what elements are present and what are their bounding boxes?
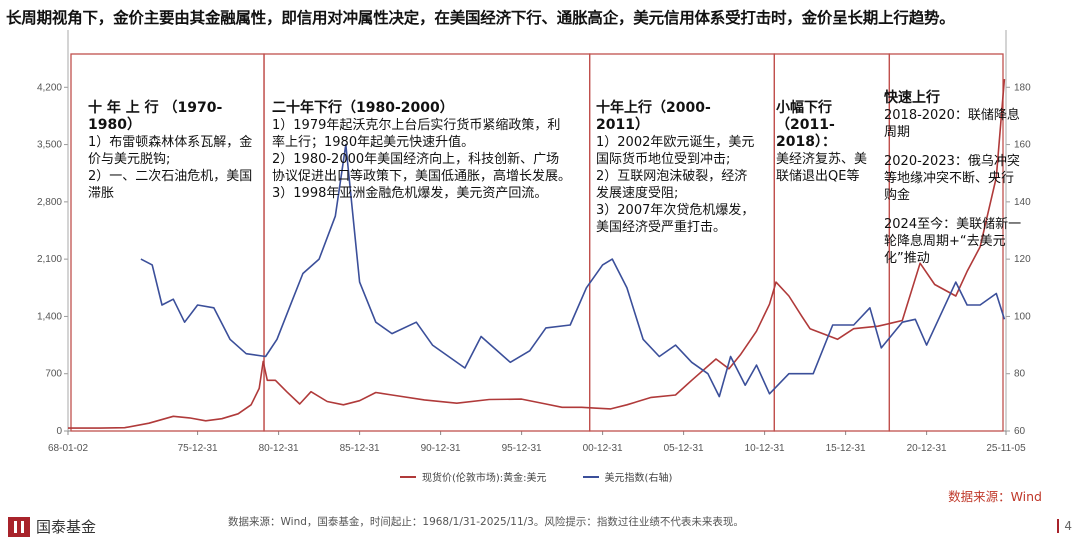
legend-swatch-gold <box>400 475 416 478</box>
annotation-period-5: 快速上行 2018-2020：联储降息周期 2020-2023：俄乌冲突等地缘冲… <box>884 90 1024 267</box>
x-tick-label: 90-12-31 <box>421 443 461 454</box>
x-tick-label: 00-12-31 <box>583 443 623 454</box>
x-tick-label: 85-12-31 <box>340 443 380 454</box>
footer-note: 数据来源：Wind，国泰基金，时间起止：1968/1/31-2025/11/3。… <box>228 516 744 528</box>
annotation-title: 小幅下行（2011-2018）： <box>776 100 836 150</box>
y-right-tick-label: 120 <box>1014 254 1031 265</box>
annotation-line: 美经济复苏、美联储退出QE等 <box>776 152 868 184</box>
legend-label-gold: 现货价(伦敦市场):黄金:美元 <box>422 473 547 484</box>
x-tick-label: 10-12-31 <box>745 443 785 454</box>
x-tick-label: 75-12-31 <box>178 443 218 454</box>
x-tick-label: 15-12-31 <box>826 443 866 454</box>
annotation-line: 1）1979年起沃克尔上台后实行货币紧缩政策，利率上行；1980年起美元快速升值… <box>272 118 561 150</box>
legend-item-gold: 现货价(伦敦市场):黄金:美元 <box>400 469 547 484</box>
annotation-title: 二十年下行（1980-2000） <box>272 100 454 116</box>
period-box <box>888 53 1004 432</box>
chart-legend: 现货价(伦敦市场):黄金:美元 美元指数(右轴) <box>400 469 672 484</box>
x-tick-label: 68-01-02 <box>48 443 88 454</box>
legend-label-dxy: 美元指数(右轴) <box>604 473 673 484</box>
legend-item-dxy: 美元指数(右轴) <box>582 469 673 484</box>
annotation-line: 3）2007年次贷危机爆发，美国经济受严重打击。 <box>596 203 755 235</box>
annotation-line: 2020-2023：俄乌冲突等地缘冲突不断、央行购金 <box>884 154 1020 203</box>
legend-swatch-dxy <box>582 475 599 478</box>
x-tick-label: 05-12-31 <box>664 443 704 454</box>
y-left-tick-label: 700 <box>45 369 62 380</box>
annotation-line: 2）互联网泡沫破裂，经济发展速度受阻; <box>596 169 748 201</box>
y-right-tick-label: 80 <box>1014 369 1026 380</box>
logo-mark-icon <box>8 516 30 537</box>
page-number: 4 <box>1057 519 1072 533</box>
y-right-tick-label: 180 <box>1014 82 1031 93</box>
y-left-tick-label: 1,400 <box>37 311 62 322</box>
annotation-title: 十年上行（2000-2011） <box>596 100 711 133</box>
annotation-title: 十 年 上 行 （1970-1980） <box>88 100 223 133</box>
y-left-tick-label: 0 <box>56 426 62 437</box>
annotation-period-3: 十年上行（2000-2011） 1）2002年欧元诞生，美元国际货币地位受到冲击… <box>596 100 756 236</box>
annotation-period-1: 十 年 上 行 （1970-1980） 1）布雷顿森林体系瓦解，金价与美元脱钩;… <box>88 100 258 202</box>
y-left-tick-label: 2,100 <box>37 254 62 265</box>
y-left-tick-label: 3,500 <box>37 140 62 151</box>
y-right-tick-label: 60 <box>1014 426 1026 437</box>
annotation-line: 2018-2020：联储降息周期 <box>884 108 1020 140</box>
logo: 国泰基金 <box>8 516 96 537</box>
annotation-line: 2）一、二次石油危机，美国滞胀 <box>88 169 253 201</box>
logo-text: 国泰基金 <box>36 518 97 536</box>
y-right-tick-label: 100 <box>1014 311 1031 322</box>
annotation-line: 3）1998年亚洲金融危机爆发，美元资产回流。 <box>272 186 548 201</box>
annotation-title: 快速上行 <box>884 90 940 106</box>
y-left-tick-label: 4,200 <box>37 82 62 93</box>
x-tick-label: 95-12-31 <box>502 443 542 454</box>
y-left-tick-label: 2,800 <box>37 197 62 208</box>
annotation-period-2: 二十年下行（1980-2000） 1）1979年起沃克尔上台后实行货币紧缩政策，… <box>272 100 572 202</box>
headline: 长周期视角下，金价主要由其金融属性，即信用对冲属性决定，在美国经济下行、通胀高企… <box>6 9 955 27</box>
data-source-label: 数据来源：Wind <box>948 489 1042 504</box>
annotation-line: 2）1980-2000年美国经济向上，科技创新、广场协议促进出口等政策下，美国低… <box>272 152 572 184</box>
annotation-period-4: 小幅下行（2011-2018）： 美经济复苏、美联储退出QE等 <box>776 100 872 185</box>
x-tick-label: 25-11-05 <box>986 443 1026 454</box>
annotation-line: 2024至今：美联储新一轮降息周期+“去美元化”推动 <box>884 217 1022 266</box>
y-right-tick-label: 140 <box>1014 197 1031 208</box>
x-tick-label: 80-12-31 <box>259 443 299 454</box>
series-line-gold <box>68 79 1006 429</box>
y-right-tick-label: 160 <box>1014 140 1031 151</box>
series-line-dxy <box>140 143 1006 398</box>
x-tick-label: 20-12-31 <box>907 443 947 454</box>
annotation-line: 1）布雷顿森林体系瓦解，金价与美元脱钩; <box>88 135 253 167</box>
annotation-line: 1）2002年欧元诞生，美元国际货币地位受到冲击; <box>596 135 755 167</box>
